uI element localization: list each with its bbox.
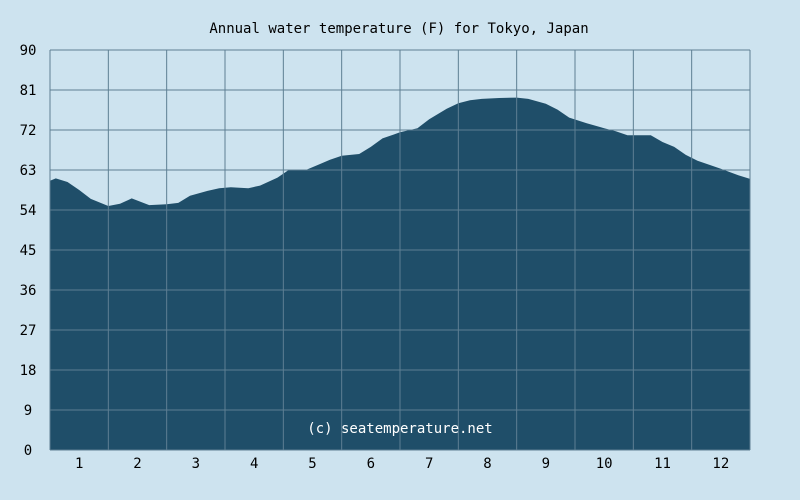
- x-tick-label: 1: [75, 456, 83, 472]
- x-tick-label: 5: [308, 456, 316, 472]
- y-tick-label: 9: [24, 403, 32, 419]
- grid: [49, 49, 751, 451]
- y-tick-label: 81: [20, 83, 37, 99]
- x-tick-label: 3: [192, 456, 200, 472]
- x-tick-label: 8: [483, 456, 491, 472]
- y-tick-label: 36: [20, 283, 37, 299]
- x-tick-label: 6: [367, 456, 375, 472]
- y-tick-label: 27: [20, 323, 37, 339]
- x-tick-label: 4: [250, 456, 258, 472]
- chart-title: Annual water temperature (F) for Tokyo, …: [209, 21, 588, 37]
- y-tick-label: 63: [20, 163, 37, 179]
- x-tick-label: 11: [654, 456, 671, 472]
- y-tick-label: 45: [20, 243, 37, 259]
- x-tick-label: 2: [133, 456, 141, 472]
- x-tick-label: 9: [542, 456, 550, 472]
- y-tick-label: 72: [20, 123, 37, 139]
- x-axis-ticks: 1 2 3 4 5 6 7 8 9 10 11 12: [75, 456, 729, 472]
- y-tick-label: 18: [20, 363, 37, 379]
- y-axis-ticks: 0 9 18 27 36 45 54 63 72 81 90: [20, 43, 37, 459]
- y-tick-label: 54: [20, 203, 37, 219]
- y-tick-label: 90: [20, 43, 37, 59]
- x-tick-label: 12: [712, 456, 729, 472]
- y-tick-label: 0: [24, 443, 32, 459]
- watermark: (c) seatemperature.net: [307, 421, 492, 437]
- x-tick-label: 7: [425, 456, 433, 472]
- x-tick-label: 10: [596, 456, 613, 472]
